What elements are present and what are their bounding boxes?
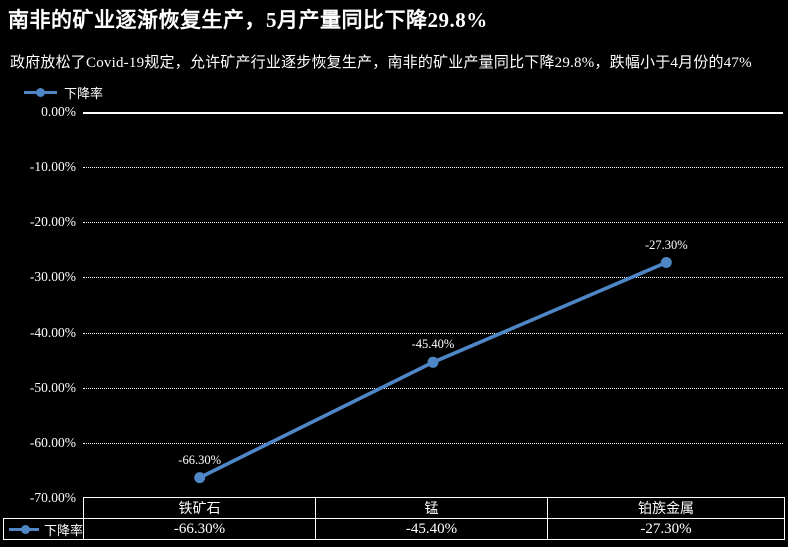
table-corner-cell bbox=[4, 498, 84, 519]
table-column-header: 铂族金属 bbox=[547, 497, 785, 519]
data-label: -45.40% bbox=[411, 337, 455, 352]
y-tick-label: -70.00% bbox=[29, 490, 76, 505]
line-series-marker-icon bbox=[24, 88, 57, 97]
y-tick-label: -10.00% bbox=[29, 159, 76, 174]
y-tick-label: -40.00% bbox=[29, 325, 76, 340]
table-header-row: 铁矿石 锰 铂族金属 bbox=[4, 497, 785, 519]
table-value-cell: -45.40% bbox=[315, 518, 548, 540]
plot-area: -66.30% -45.40% -27.30% bbox=[83, 112, 783, 498]
gridline bbox=[83, 277, 783, 278]
data-table: 铁矿石 锰 铂族金属 下降率 -66.30% -45.40% -27.30% bbox=[3, 497, 785, 540]
chart-title: 南非的矿业逐渐恢复生产，5月产量同比下降29.8% bbox=[8, 8, 488, 32]
y-tick-label: -50.00% bbox=[29, 380, 76, 395]
y-tick-label: -20.00% bbox=[29, 214, 76, 229]
y-axis: 0.00% -10.00% -20.00% -30.00% -40.00% -5… bbox=[0, 0, 76, 547]
gridline-zero bbox=[83, 112, 783, 114]
table-value-cell: -66.30% bbox=[83, 518, 316, 540]
table-column-header: 铁矿石 bbox=[83, 497, 316, 519]
line-series bbox=[194, 257, 672, 484]
gridline bbox=[83, 222, 783, 223]
line-series-marker-icon bbox=[9, 524, 39, 534]
table-value-row: 下降率 -66.30% -45.40% -27.30% bbox=[3, 518, 785, 540]
y-tick-label: -60.00% bbox=[29, 435, 76, 450]
data-label: -66.30% bbox=[178, 452, 222, 467]
gridline bbox=[83, 333, 783, 334]
table-row-header: 下降率 bbox=[3, 518, 84, 540]
gridline bbox=[83, 388, 783, 389]
table-column-header: 锰 bbox=[315, 497, 548, 519]
gridline bbox=[83, 167, 783, 168]
gridline bbox=[83, 443, 783, 444]
table-row-header-label: 下降率 bbox=[44, 522, 84, 538]
y-tick-label: 0.00% bbox=[41, 104, 76, 119]
legend-label: 下降率 bbox=[64, 86, 104, 101]
data-label: -27.30% bbox=[644, 237, 688, 252]
legend: 下降率 bbox=[24, 83, 103, 102]
chart-subtitle: 政府放松了Covid-19规定，允许矿产行业逐步恢复生产，南非的矿业产量同比下降… bbox=[10, 55, 752, 71]
table-value-cell: -27.30% bbox=[547, 518, 785, 540]
y-tick-label: -30.00% bbox=[29, 269, 76, 284]
